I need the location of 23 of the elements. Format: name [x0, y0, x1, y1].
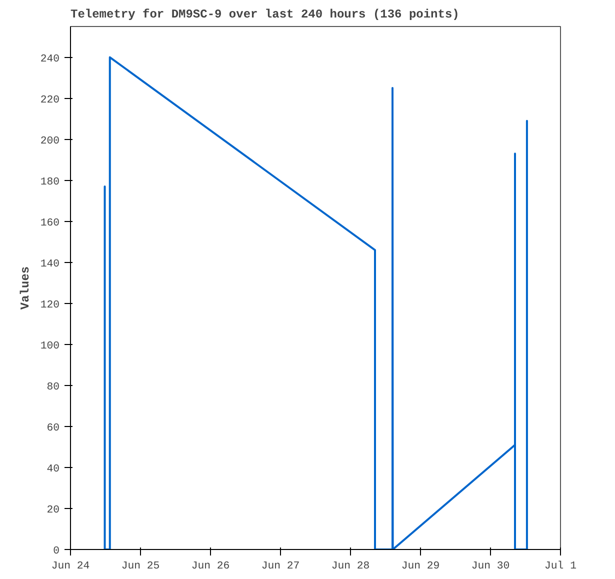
y-tick-label: 220	[40, 94, 60, 106]
x-tick-label: Jun 26	[191, 560, 230, 572]
y-tick-label: 20	[46, 504, 60, 516]
y-tick-label: 60	[46, 422, 60, 434]
y-tick-label: 240	[40, 53, 60, 66]
x-tick-label: Jun 25	[121, 560, 160, 572]
y-tick-label: 100	[40, 340, 60, 352]
y-tick-label: 40	[46, 463, 60, 476]
x-tick-label: Jun 28	[331, 560, 370, 572]
y-tick-label: 200	[40, 135, 60, 148]
x-tick-label: Jun 24	[51, 560, 90, 572]
y-tick-label: 140	[40, 258, 60, 270]
y-tick-label: 180	[40, 176, 60, 188]
x-tick-label: Jun 29	[401, 560, 440, 572]
x-tick-label: Jun 30	[471, 560, 510, 572]
x-tick-label: Jun 27	[261, 560, 300, 572]
x-tick-label: Jul 1	[544, 560, 576, 572]
y-tick-label: 0	[53, 546, 60, 558]
y-axis-title: Values	[18, 266, 32, 310]
y-tick-label: 120	[40, 299, 60, 312]
y-tick-label: 160	[40, 217, 60, 230]
chart-title: Telemetry for DM9SC-9 over last 240 hours (136 points)	[70, 8, 460, 22]
y-tick-label: 80	[46, 381, 60, 394]
